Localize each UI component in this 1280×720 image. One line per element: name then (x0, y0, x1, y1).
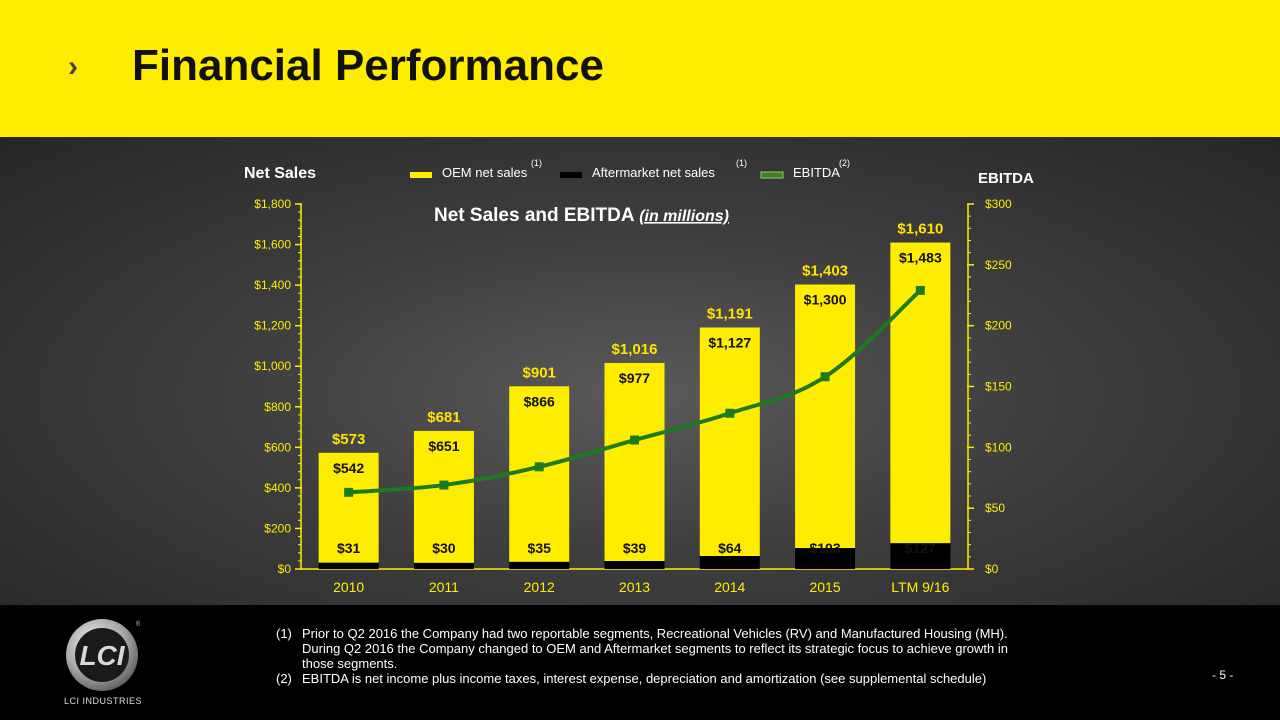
total-net-sales-label: $1,016 (612, 341, 658, 358)
left-axis-tick-label: $1,000 (254, 359, 291, 373)
bar-aftermarket-net-sales (890, 543, 951, 569)
right-axis-tick-label: $100 (985, 440, 1012, 454)
bar-aftermarket-net-sales (604, 561, 665, 569)
x-axis-tick-label: 2010 (333, 579, 364, 595)
bar-oem-net-sales (699, 327, 760, 557)
logo-text: LCI INDUSTRIES (63, 696, 142, 706)
legend-label: Aftermarket net sales (592, 165, 715, 180)
bar-aftermarket-net-sales (795, 548, 856, 569)
aftermarket-value-label: $30 (432, 540, 456, 556)
x-axis-tick-label: 2014 (714, 579, 745, 595)
left-axis-title: Net Sales (244, 165, 316, 182)
left-axis-tick-label: $600 (264, 440, 291, 454)
aftermarket-value-label: $127 (905, 540, 936, 556)
oem-value-label: $977 (619, 370, 650, 386)
oem-value-label: $651 (428, 438, 459, 454)
x-axis-tick-label: 2011 (429, 579, 459, 595)
legend-swatch (760, 171, 784, 179)
legend-footnote-marker: (1) (736, 158, 747, 168)
oem-value-label: $1,300 (804, 292, 847, 308)
legend-swatch (410, 172, 432, 178)
oem-value-label: $1,483 (899, 250, 942, 266)
left-axis-tick-label: $1,400 (254, 278, 291, 292)
aftermarket-value-label: $39 (623, 540, 647, 556)
ebitda-marker (534, 462, 544, 472)
x-axis-tick-label: 2012 (524, 579, 555, 595)
left-axis-tick-label: $1,800 (254, 197, 291, 211)
ebitda-marker (344, 487, 354, 497)
chevron-right-icon: › (68, 50, 78, 83)
total-net-sales-label: $901 (523, 364, 556, 381)
oem-value-label: $542 (333, 460, 364, 476)
svg-text:®: ® (136, 620, 140, 628)
x-axis-tick-label: LTM 9/16 (891, 579, 949, 595)
footnotes-list: (1) Prior to Q2 2016 the Company had two … (276, 626, 1036, 686)
footnote-2: (2) EBITDA is net income plus income taxe… (276, 671, 987, 686)
lci-logo: LCI ® (66, 619, 140, 691)
ebitda-marker (725, 408, 735, 418)
left-axis-tick-label: $400 (264, 481, 291, 495)
right-axis-tick-label: $300 (985, 197, 1012, 211)
bar-aftermarket-net-sales (509, 561, 570, 569)
legend-label: EBITDA (793, 165, 840, 180)
right-axis-title: EBITDA (978, 170, 1034, 187)
legend-label: OEM net sales (442, 165, 528, 180)
total-net-sales-label: $1,403 (802, 263, 848, 280)
left-axis-tick-label: $0 (278, 562, 292, 576)
left-axis-tick-label: $1,600 (254, 238, 291, 252)
right-axis-tick-label: $150 (985, 380, 1012, 394)
total-net-sales-label: $573 (332, 431, 365, 448)
total-net-sales-label: $681 (427, 409, 460, 426)
right-axis-tick-label: $0 (985, 562, 999, 576)
bar-aftermarket-net-sales (699, 556, 760, 569)
page-number: - 5 - (1212, 668, 1234, 682)
right-axis-tick-label: $250 (985, 258, 1012, 272)
footnote-1: (1) Prior to Q2 2016 the Company had two … (276, 626, 1008, 671)
x-axis-tick-label: 2015 (809, 579, 840, 595)
bar-oem-net-sales (604, 362, 665, 562)
bar-aftermarket-net-sales (318, 562, 379, 569)
page-title: Financial Performance (132, 41, 604, 90)
ebitda-marker (820, 372, 830, 382)
right-axis-tick-label: $200 (985, 319, 1012, 333)
chart-title: Net Sales and EBITDA (in millions) (434, 205, 729, 226)
oem-value-label: $866 (524, 393, 555, 409)
total-net-sales-label: $1,191 (707, 305, 753, 322)
header-bar: › Financial Performance (0, 0, 1280, 137)
bar-oem-net-sales (413, 430, 474, 563)
logo-mark: LCI (79, 640, 125, 671)
ebitda-marker (915, 285, 925, 295)
legend-footnote-marker: (1) (531, 158, 542, 168)
legend-swatch (560, 172, 582, 178)
left-axis-tick-label: $800 (264, 400, 291, 414)
aftermarket-value-label: $35 (528, 540, 552, 556)
bar-oem-net-sales (795, 284, 856, 549)
ebitda-marker (439, 480, 449, 490)
ebitda-marker (630, 435, 639, 445)
bar-aftermarket-net-sales (413, 562, 474, 569)
footer-bar (0, 605, 1280, 720)
x-axis-tick-label: 2013 (619, 579, 650, 595)
left-axis-tick-label: $200 (264, 521, 291, 535)
aftermarket-value-label: $103 (809, 540, 840, 556)
aftermarket-value-label: $64 (718, 540, 742, 556)
right-axis-tick-label: $50 (985, 501, 1005, 515)
bar-oem-net-sales (318, 452, 379, 563)
left-axis-tick-label: $1,200 (254, 319, 291, 333)
bar-oem-net-sales (509, 386, 570, 562)
legend-footnote-marker: (2) (839, 158, 850, 168)
total-net-sales-label: $1,610 (897, 221, 943, 238)
oem-value-label: $1,127 (708, 334, 751, 350)
aftermarket-value-label: $31 (337, 540, 361, 556)
chart-title-suffix: (in millions) (639, 208, 729, 225)
